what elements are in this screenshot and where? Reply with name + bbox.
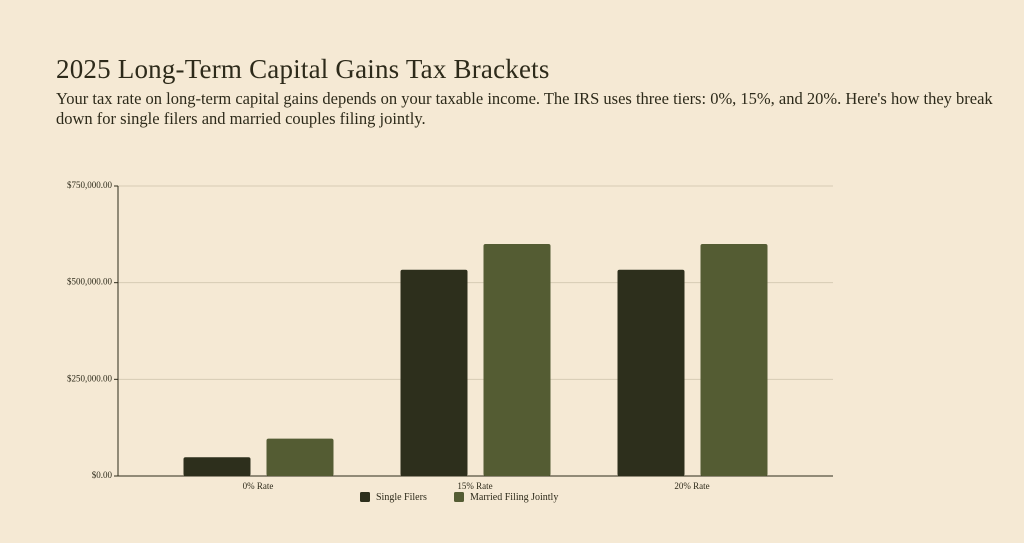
- bar: [700, 243, 768, 476]
- chart-title: 2025 Long-Term Capital Gains Tax Bracket…: [56, 54, 550, 84]
- y-tick-label: $500,000.00: [67, 277, 113, 287]
- chart-subtitle: Your tax rate on long-term capital gains…: [56, 89, 993, 128]
- bar: [483, 243, 551, 476]
- bar: [400, 269, 468, 476]
- legend-label: Married Filing Jointly: [470, 492, 558, 503]
- y-tick-label: $0.00: [92, 470, 113, 480]
- bar: [617, 269, 685, 476]
- x-tick-label: 20% Rate: [674, 481, 709, 491]
- y-tick-label: $250,000.00: [67, 373, 113, 383]
- legend-swatch: [454, 492, 464, 502]
- legend-label: Single Filers: [376, 492, 427, 503]
- y-tick-label: $750,000.00: [67, 180, 113, 190]
- x-tick-label: 15% Rate: [457, 481, 492, 491]
- x-tick-label: 0% Rate: [243, 481, 274, 491]
- legend-swatch: [360, 492, 370, 502]
- bar: [266, 438, 334, 476]
- bar: [183, 457, 251, 476]
